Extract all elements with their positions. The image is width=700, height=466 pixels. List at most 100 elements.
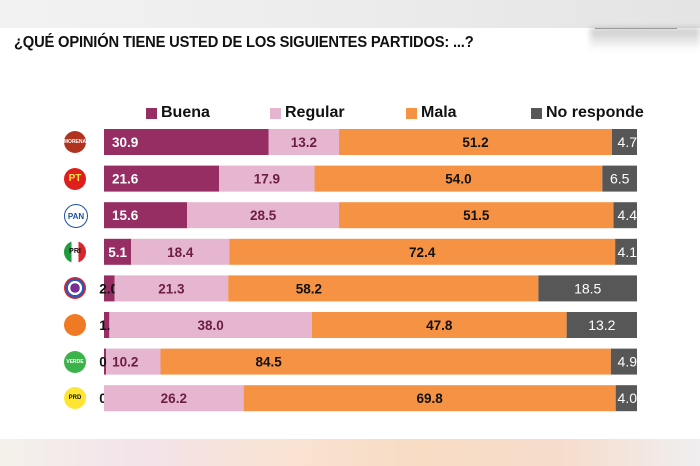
bar-segment-mala <box>229 238 616 265</box>
data-label-buena: 30.9 <box>112 135 138 150</box>
legend-swatch-regular <box>270 107 281 119</box>
chart-title: ¿QUÉ OPINIÓN TIENE USTED DE LOS SIGUIENT… <box>14 34 474 51</box>
data-label-mala: 72.4 <box>409 245 436 260</box>
bar-segment-mala <box>314 165 603 192</box>
data-label-buena: 5.1 <box>108 245 127 260</box>
bar-segment-mala <box>243 385 616 412</box>
data-label-mala: 51.5 <box>463 208 490 223</box>
bottom-background-band <box>0 439 700 466</box>
legend-label: Buena <box>161 104 210 121</box>
bar-segment-regular <box>268 129 340 155</box>
data-label-no-responde: 4.9 <box>618 354 638 370</box>
logo-text: MORENA <box>63 139 87 145</box>
data-label-no-responde: 4.1 <box>618 244 638 260</box>
bar-segment-regular <box>219 165 315 192</box>
data-label-mala: 84.5 <box>255 355 282 370</box>
bar-row-pvem: 0.410.284.54.9 <box>99 348 638 375</box>
bar-segment-regular <box>114 275 229 302</box>
chart-legend: Buena Regular Mala No responde <box>0 104 700 124</box>
bar-segment-no-responde <box>615 238 637 265</box>
pan-logo-icon: PAN <box>64 204 88 229</box>
bar-segment-buena <box>104 238 132 265</box>
bar-segment-buena <box>104 312 110 338</box>
legend-item-mala: Mala <box>406 104 457 122</box>
bar-segment-buena <box>104 165 220 192</box>
data-label-no-responde: 4.7 <box>618 134 638 150</box>
data-label-no-responde: 4.4 <box>618 207 638 223</box>
legend-item-no-responde: No responde <box>531 104 644 122</box>
bar-row-pri: 5.1 18.4 72.4 4.1 <box>104 238 638 265</box>
bar-segment-no-responde <box>611 129 637 155</box>
data-label-regular: 21.3 <box>158 281 185 296</box>
bar-segment-no-responde <box>602 165 638 192</box>
bar-segment-buena <box>104 348 107 375</box>
bar-segment-mala <box>339 202 614 229</box>
data-label-mala: 47.8 <box>426 318 453 333</box>
bar-segment-regular <box>104 385 244 412</box>
data-label-buena: 21.6 <box>112 172 139 187</box>
bar-segment-no-responde <box>566 312 637 338</box>
top-shadow <box>590 28 700 50</box>
bar-segment-mala <box>311 312 567 338</box>
bar-segment-buena <box>104 202 188 229</box>
data-label-regular: 10.2 <box>112 355 138 370</box>
prd-logo-icon: PRD <box>64 387 86 410</box>
bar-segment-mala <box>160 348 611 375</box>
legend-swatch-no-responde <box>531 107 542 119</box>
bar-row-prd: 0.026.269.84.0 <box>99 385 638 412</box>
logo-text: PRI <box>69 248 81 256</box>
data-label-regular: 17.9 <box>254 172 280 187</box>
bar-segment-regular <box>109 312 312 338</box>
bar-segment-no-responde <box>613 202 637 229</box>
bar-row-pt: 21.6 17.9 54.0 6.5 <box>104 165 638 192</box>
legend-item-regular: Regular <box>270 104 345 122</box>
legend-swatch-buena <box>146 107 157 119</box>
data-label-no-responde: 6.5 <box>610 171 630 187</box>
data-label-buena: 15.6 <box>112 208 139 223</box>
bar-segment-no-responde <box>538 275 637 302</box>
data-label-regular: 28.5 <box>250 208 277 223</box>
bar-row-pan: 15.6 28.5 51.5 4.4 <box>104 202 638 229</box>
data-label-mala: 54.0 <box>445 172 471 187</box>
data-label-no-responde: 4.0 <box>618 390 638 406</box>
bar-row-mc: 1.0 38.0 47.8 13.2 <box>99 312 637 338</box>
bar-segment-regular <box>131 238 230 265</box>
bar-segment-no-responde <box>615 385 637 412</box>
data-label-regular: 18.4 <box>167 245 194 260</box>
data-label-mala: 69.8 <box>417 391 444 406</box>
data-label-regular: 38.0 <box>197 318 223 333</box>
pt-logo-icon: PT <box>64 167 86 190</box>
bar-row-pes: 2.0 21.3 58.2 18.5 <box>99 275 637 302</box>
pvem-logo-icon: VERDE <box>64 350 86 373</box>
bar-segment-regular <box>187 202 340 229</box>
legend-swatch-mala <box>406 107 417 119</box>
data-label-no-responde: 13.2 <box>588 317 615 333</box>
bar-segment-regular <box>106 348 161 375</box>
data-label-buena: 2.0 <box>99 281 118 296</box>
bar-segment-mala <box>339 129 612 155</box>
bar-segment-buena <box>104 275 115 302</box>
data-label-regular: 13.2 <box>291 135 317 150</box>
top-background-band <box>0 0 700 28</box>
bar-segment-buena <box>104 129 269 155</box>
legend-label: No responde <box>546 104 644 121</box>
data-label-mala: 51.2 <box>462 135 488 150</box>
logo-text: PRD <box>68 395 82 402</box>
mc-logo-icon <box>64 314 86 336</box>
logo-text: VERDE <box>66 358 84 365</box>
data-label-regular: 26.2 <box>161 391 187 406</box>
logo-text: PAN <box>67 211 85 221</box>
legend-label: Mala <box>421 104 457 121</box>
bar-row-morena: 30.9 13.2 51.2 4.7 <box>104 129 637 155</box>
bar-segment-mala <box>228 275 539 302</box>
bar-segment-no-responde <box>610 348 637 375</box>
morena-logo-icon: MORENA <box>64 131 86 153</box>
data-label-no-responde: 18.5 <box>574 280 601 296</box>
legend-item-buena: Buena <box>146 104 210 122</box>
pes-logo-icon <box>64 277 86 300</box>
data-label-mala: 58.2 <box>296 281 322 296</box>
top-divider <box>595 28 677 29</box>
pri-logo-icon: PRI <box>64 240 86 263</box>
logo-text: PT <box>68 173 82 185</box>
